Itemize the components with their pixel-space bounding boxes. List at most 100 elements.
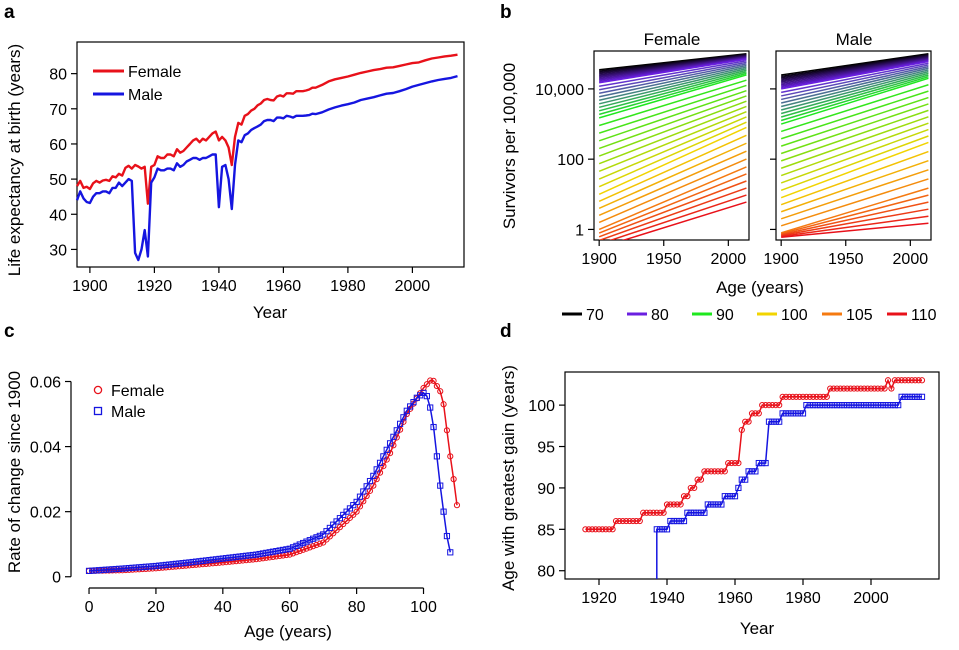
x-tick-label: 1980	[785, 590, 821, 607]
data-point	[657, 509, 664, 516]
data-point	[109, 566, 116, 573]
data-point	[901, 377, 909, 384]
data-point	[226, 558, 233, 565]
data-point	[310, 543, 317, 550]
data-point	[152, 562, 160, 570]
survivor-line	[781, 58, 929, 86]
data-point	[313, 534, 320, 541]
survivor-line	[598, 187, 747, 240]
data-point	[430, 377, 437, 384]
survivor-line	[781, 215, 929, 238]
survivor-line	[780, 128, 929, 184]
data-point	[660, 526, 667, 533]
survivor-line	[609, 194, 747, 240]
data-point	[684, 493, 691, 500]
data-point	[731, 459, 739, 467]
data-point	[99, 566, 106, 574]
data-point	[871, 402, 878, 409]
survivor-line	[781, 222, 929, 238]
survivor-line	[598, 69, 747, 109]
data-point	[383, 446, 390, 453]
data-point	[895, 377, 902, 384]
data-point	[813, 402, 820, 409]
data-point	[433, 382, 440, 390]
data-point	[333, 527, 340, 534]
data-point	[156, 562, 163, 569]
data-point	[742, 418, 749, 425]
data-point	[878, 402, 885, 409]
data-point	[350, 511, 357, 518]
data-point	[874, 385, 881, 392]
survivor-line	[599, 64, 747, 98]
survivor-line	[598, 110, 747, 173]
series-line-male	[75, 74, 458, 262]
data-point	[752, 468, 759, 475]
data-point	[912, 393, 919, 400]
survivor-line	[598, 105, 747, 165]
survivor-line	[621, 201, 747, 240]
data-point	[687, 484, 694, 492]
data-point	[762, 402, 769, 409]
data-point	[803, 402, 810, 409]
data-point	[226, 554, 233, 561]
survivor-line	[780, 67, 929, 104]
data-point	[336, 515, 343, 522]
data-point	[694, 476, 701, 483]
y-tick-label: 80	[49, 67, 67, 84]
data-point	[602, 526, 609, 533]
data-point	[691, 509, 698, 516]
survivor-line	[780, 72, 929, 115]
data-point	[837, 402, 844, 409]
data-point	[229, 554, 236, 561]
survivor-line	[780, 194, 929, 235]
x-tick-label: 0	[85, 599, 94, 616]
data-point	[283, 551, 290, 559]
data-point	[660, 509, 667, 516]
data-point	[209, 556, 216, 563]
survivor-line	[781, 208, 929, 237]
panel-a-xlabel: Year	[253, 303, 288, 322]
data-point	[343, 508, 350, 515]
panel-b-female-frame	[593, 50, 750, 241]
data-point	[915, 393, 922, 400]
panel-b-xlabel: Age (years)	[716, 278, 804, 297]
survivor-line	[780, 70, 929, 111]
data-point	[663, 501, 671, 508]
y-tick-label: 90	[537, 481, 555, 498]
panel-label-b: b	[500, 2, 512, 23]
y-tick-label: 70	[49, 102, 67, 119]
data-point	[279, 546, 287, 554]
data-point	[256, 550, 263, 558]
x-tick-label: 1920	[581, 590, 617, 607]
survivor-line	[781, 62, 929, 94]
data-point	[363, 492, 370, 500]
data-point	[326, 524, 333, 532]
data-point	[891, 402, 898, 409]
data-point	[915, 377, 922, 384]
data-point	[192, 558, 200, 565]
data-point	[864, 402, 871, 409]
panel-a-frame	[76, 41, 465, 268]
survivor-line	[781, 57, 929, 85]
x-tick-label: 100	[410, 599, 437, 616]
x-tick-label: 2000	[893, 251, 929, 268]
data-point	[330, 530, 337, 537]
legend-male-label: Male	[128, 87, 163, 104]
survivor-line	[780, 84, 929, 133]
data-point	[443, 532, 451, 540]
panel-d-frame	[564, 371, 940, 580]
data-point	[755, 459, 762, 467]
data-point	[878, 385, 885, 392]
data-point	[589, 526, 596, 533]
data-point	[182, 559, 190, 566]
panel-b-legend: 70 80 90 100 105 110	[562, 307, 937, 324]
data-point	[340, 511, 347, 519]
data-point	[450, 476, 457, 483]
data-point	[303, 538, 310, 545]
survivor-line	[781, 59, 929, 87]
data-point	[209, 560, 216, 567]
data-point	[918, 377, 926, 384]
data-point	[443, 427, 451, 434]
data-point	[423, 381, 430, 388]
